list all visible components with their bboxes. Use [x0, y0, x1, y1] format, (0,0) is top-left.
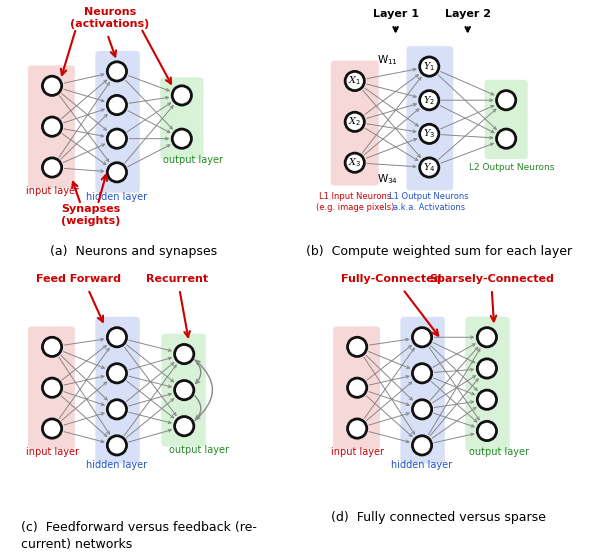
Circle shape [345, 71, 364, 90]
Circle shape [419, 124, 439, 143]
FancyBboxPatch shape [95, 51, 140, 193]
Text: W$_{11}$: W$_{11}$ [377, 53, 398, 67]
Text: Y$_2$: Y$_2$ [423, 94, 435, 107]
Circle shape [412, 436, 431, 455]
FancyBboxPatch shape [331, 61, 379, 186]
Circle shape [43, 117, 62, 136]
Text: output layer: output layer [163, 155, 223, 165]
Circle shape [43, 337, 62, 357]
Text: (c)  Feedforward versus feedback (re-
current) networks: (c) Feedforward versus feedback (re- cur… [21, 521, 257, 551]
Circle shape [347, 419, 367, 438]
Text: hidden layer: hidden layer [86, 192, 148, 202]
FancyBboxPatch shape [95, 317, 140, 463]
Circle shape [43, 158, 62, 177]
Circle shape [107, 400, 127, 419]
FancyBboxPatch shape [485, 80, 528, 159]
Circle shape [172, 129, 191, 148]
Circle shape [172, 86, 191, 105]
Text: (a)  Neurons and synapses: (a) Neurons and synapses [50, 245, 217, 258]
Text: X$_1$: X$_1$ [348, 75, 361, 88]
Circle shape [107, 95, 127, 114]
Circle shape [497, 129, 516, 148]
Text: Fully-Connected: Fully-Connected [341, 274, 441, 284]
Text: output layer: output layer [169, 445, 229, 455]
Text: output layer: output layer [469, 447, 529, 457]
FancyBboxPatch shape [406, 46, 453, 190]
Circle shape [107, 364, 127, 383]
FancyBboxPatch shape [28, 65, 75, 188]
Circle shape [412, 364, 431, 383]
Text: Neurons: Neurons [83, 7, 136, 17]
Circle shape [412, 400, 431, 419]
Text: Y$_3$: Y$_3$ [423, 127, 436, 140]
Text: input layer: input layer [26, 447, 79, 457]
Text: Synapses: Synapses [61, 204, 120, 214]
Text: L2 Output Neurons: L2 Output Neurons [469, 163, 555, 172]
Text: L1 Output Neurons
a.k.a. Activations: L1 Output Neurons a.k.a. Activations [389, 191, 469, 211]
Circle shape [43, 76, 62, 95]
Text: Sparsely-Connected: Sparsely-Connected [429, 274, 554, 284]
Text: Layer 2: Layer 2 [445, 9, 491, 20]
Circle shape [412, 328, 431, 347]
Circle shape [345, 153, 364, 172]
FancyBboxPatch shape [400, 317, 445, 463]
Text: Y$_1$: Y$_1$ [423, 60, 436, 73]
Circle shape [43, 419, 62, 438]
Circle shape [419, 57, 439, 76]
FancyBboxPatch shape [28, 326, 75, 449]
FancyBboxPatch shape [333, 326, 380, 449]
Text: (d)  Fully connected versus sparse: (d) Fully connected versus sparse [331, 511, 546, 524]
Circle shape [175, 381, 194, 400]
Text: Layer 1: Layer 1 [373, 9, 419, 20]
Text: (activations): (activations) [70, 19, 149, 29]
Circle shape [347, 337, 367, 357]
Circle shape [175, 344, 194, 364]
Text: hidden layer: hidden layer [86, 460, 148, 470]
Text: (b)  Compute weighted sum for each layer: (b) Compute weighted sum for each layer [306, 245, 572, 258]
Text: X$_3$: X$_3$ [348, 156, 361, 169]
Circle shape [43, 378, 62, 397]
Text: X$_2$: X$_2$ [348, 116, 361, 128]
Text: hidden layer: hidden layer [391, 460, 452, 470]
Circle shape [478, 390, 497, 410]
Circle shape [107, 436, 127, 455]
Text: L1 Input Neurons
(e.g. image pixels): L1 Input Neurons (e.g. image pixels) [316, 191, 394, 211]
Circle shape [419, 90, 439, 110]
Circle shape [478, 421, 497, 441]
FancyBboxPatch shape [160, 78, 203, 159]
Text: Feed Forward: Feed Forward [36, 274, 121, 284]
Circle shape [107, 163, 127, 182]
Text: input layer: input layer [26, 186, 79, 196]
Text: Y$_4$: Y$_4$ [423, 161, 436, 174]
Circle shape [175, 417, 194, 436]
Circle shape [419, 158, 439, 177]
Text: input layer: input layer [331, 447, 383, 457]
Text: Recurrent: Recurrent [146, 274, 208, 284]
Circle shape [107, 62, 127, 81]
Circle shape [478, 359, 497, 378]
Circle shape [345, 112, 364, 132]
Text: W$_{34}$: W$_{34}$ [377, 172, 398, 186]
Text: (weights): (weights) [61, 216, 120, 226]
Circle shape [107, 129, 127, 148]
Circle shape [478, 328, 497, 347]
Circle shape [107, 328, 127, 347]
Circle shape [347, 378, 367, 397]
FancyBboxPatch shape [161, 334, 206, 446]
FancyBboxPatch shape [465, 317, 510, 451]
Circle shape [497, 90, 516, 110]
